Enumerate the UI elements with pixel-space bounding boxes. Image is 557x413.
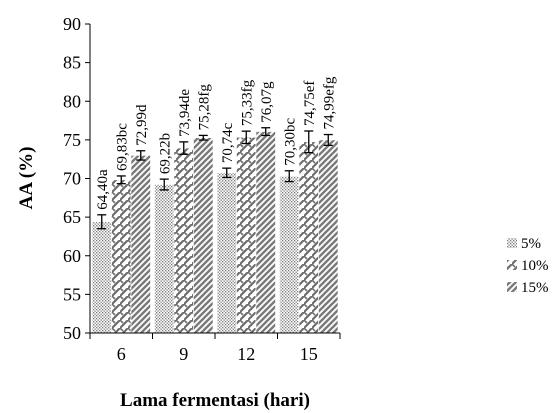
data-label: 75,28fg	[196, 84, 212, 131]
y-tick-label: 50	[63, 323, 81, 343]
y-tick-label: 90	[63, 14, 81, 34]
legend-swatch	[507, 282, 517, 292]
y-tick-label: 60	[63, 246, 81, 266]
x-tick-label: 9	[179, 344, 188, 364]
data-label: 64,40a	[95, 169, 111, 210]
data-label: 70,30bc	[282, 118, 298, 166]
y-tick-label: 55	[63, 284, 81, 304]
data-label: 69,83bc	[114, 123, 130, 171]
x-tick-label: 15	[300, 344, 318, 364]
y-tick-label: 70	[63, 169, 81, 189]
legend-label: 10%	[521, 258, 549, 274]
data-label: 69,22b	[157, 133, 173, 174]
data-label: 74,75ef	[302, 81, 318, 126]
bar	[279, 175, 300, 334]
y-tick-label: 65	[63, 207, 81, 227]
y-axis-ticks: 50 55 60 65 70 75 80 85 90	[63, 14, 90, 343]
data-label: 70,74c	[220, 122, 236, 163]
x-axis-ticks: 6 9 12 15	[89, 333, 341, 364]
bar	[111, 179, 132, 334]
legend-label: 5%	[521, 236, 541, 252]
y-axis-title: AA (%)	[16, 147, 37, 210]
bars-group	[91, 131, 339, 334]
legend-swatch	[507, 260, 517, 270]
bar	[318, 139, 339, 334]
data-label: 75,33fg	[239, 79, 255, 126]
y-tick-label: 85	[63, 53, 81, 73]
x-tick-label: 12	[237, 344, 255, 364]
data-label: 73,94de	[177, 89, 193, 137]
bar	[193, 137, 214, 334]
legend-swatch	[507, 238, 517, 248]
x-tick-label: 6	[117, 344, 126, 364]
y-tick-label: 75	[63, 130, 81, 150]
bar	[130, 155, 151, 334]
data-label: 74,99efg	[321, 76, 337, 129]
legend-label: 15%	[521, 280, 549, 296]
y-tick-label: 80	[63, 91, 81, 111]
bar	[255, 131, 276, 334]
bar	[298, 141, 319, 334]
data-label: 72,99d	[134, 104, 150, 146]
error-bars-group	[97, 127, 333, 230]
bar	[236, 137, 257, 334]
bar	[91, 221, 112, 334]
bar	[154, 184, 175, 334]
legend: 5% 10% 15%	[507, 236, 549, 296]
bar	[173, 147, 194, 334]
data-label: 76,07g	[259, 81, 275, 123]
bar	[216, 172, 237, 334]
x-axis-title: Lama fermentasi (hari)	[120, 390, 310, 411]
